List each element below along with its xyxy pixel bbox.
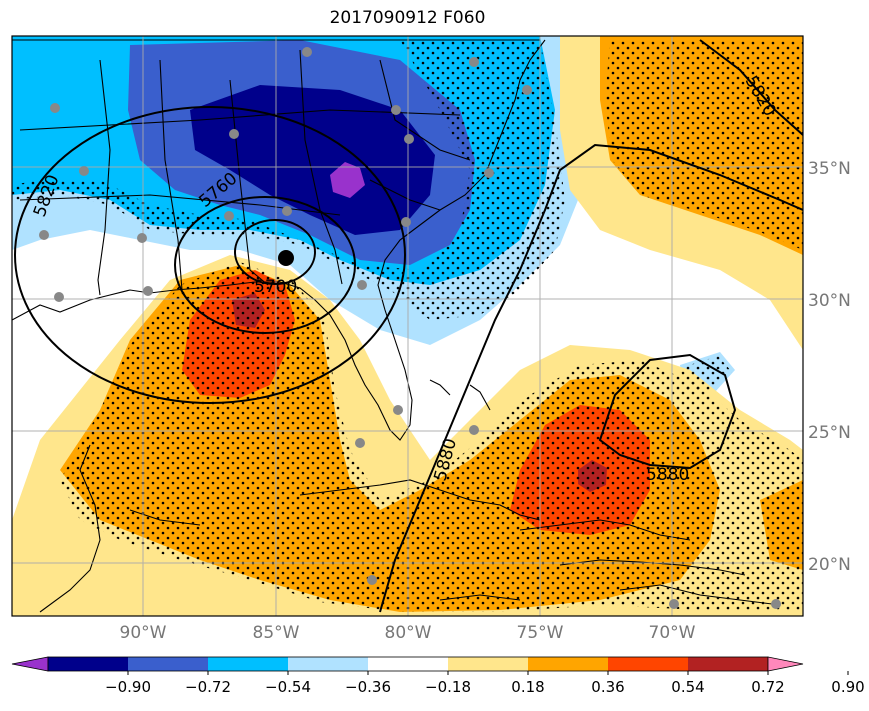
- colorbar-tick-label: 0.36: [591, 678, 624, 696]
- colorbar-swatch: [688, 657, 769, 671]
- colorbar-tick-label: −0.18: [425, 678, 471, 696]
- contour-label-5880-east: 5880: [646, 465, 689, 485]
- colorbar-swatch: [528, 657, 609, 671]
- colorbar-swatch: [608, 657, 689, 671]
- colorbar-swatch: [208, 657, 289, 671]
- colorbar-swatch: [48, 657, 129, 671]
- station-markers: [39, 47, 781, 609]
- colorbar-tick-label: 0.72: [751, 678, 784, 696]
- map-panel: [12, 36, 803, 616]
- colorbar-tick-label: −0.72: [185, 678, 231, 696]
- colorbar-swatch: [288, 657, 369, 671]
- colorbar-tick-label: −0.90: [105, 678, 151, 696]
- map-title: 2017090912 F060: [329, 8, 486, 28]
- lon-label-70: 70°W: [649, 623, 696, 643]
- colorbar-tick-label: −0.54: [265, 678, 311, 696]
- longitude-labels: 90°W 85°W 80°W 75°W 70°W: [120, 623, 696, 643]
- lat-label-30: 30°N: [808, 291, 851, 311]
- neg-purple-region: [330, 162, 365, 198]
- stipple-ne: [605, 40, 803, 250]
- colorbar-tick-label: 0.54: [671, 678, 704, 696]
- colorbar-swatch: [448, 657, 529, 671]
- colorbar-swatch: [368, 657, 449, 671]
- latitude-labels: 35°N 30°N 25°N 20°N: [808, 159, 851, 575]
- map-border: [11, 35, 804, 617]
- colorbar: −0.90 −0.72 −0.54 −0.36 −0.18 0.18 0.36 0.54 0.7…: [11, 656, 865, 696]
- colorbar-extend-high: [767, 656, 804, 672]
- lon-label-80: 80°W: [385, 623, 432, 643]
- stipple-small: [680, 356, 732, 390]
- stipple-gulf: [60, 262, 803, 612]
- colorbar-extend-low: [11, 656, 49, 672]
- colorbar-tick-label: −0.36: [345, 678, 391, 696]
- neg-navy-region: [190, 85, 435, 235]
- colorbar-swatch: [128, 657, 209, 671]
- lon-label-85: 85°W: [253, 623, 300, 643]
- storm-center-marker: [278, 250, 294, 266]
- gridlines: [12, 36, 803, 616]
- lat-label-25: 25°N: [808, 423, 851, 443]
- height-contours: [14, 39, 803, 613]
- colorbar-tick-label: 0.90: [831, 678, 864, 696]
- lat-label-35: 35°N: [808, 159, 851, 179]
- lon-label-75: 75°W: [517, 623, 564, 643]
- lon-label-90: 90°W: [120, 623, 167, 643]
- colorbar-tick-label: 0.18: [511, 678, 544, 696]
- lat-label-20: 20°N: [808, 555, 851, 575]
- contour-label-5700: 5700: [254, 277, 297, 297]
